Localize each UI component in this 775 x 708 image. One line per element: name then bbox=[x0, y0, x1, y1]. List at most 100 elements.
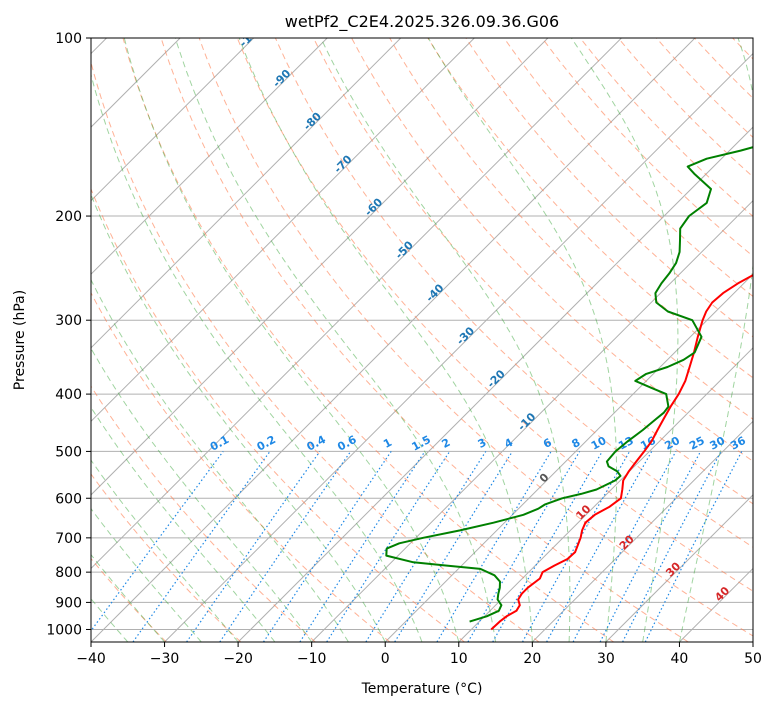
y-tick-label: 600 bbox=[55, 491, 82, 507]
isotherm bbox=[91, 38, 402, 349]
y-tick-label: 400 bbox=[55, 387, 82, 403]
moist-adiabat bbox=[91, 406, 276, 642]
dry-adiabat bbox=[122, 38, 614, 642]
mixing-ratio-line bbox=[622, 451, 722, 642]
dry-adiabat bbox=[389, 38, 753, 420]
x-tick-label: 10 bbox=[450, 651, 468, 667]
moist-adiabat-label: -40 bbox=[423, 281, 446, 304]
dry-adiabat bbox=[617, 38, 753, 178]
x-tick-label: 20 bbox=[523, 651, 541, 667]
dry-adiabat bbox=[351, 38, 753, 462]
dry-adiabat-label: 20 bbox=[617, 532, 637, 552]
isotherm bbox=[91, 38, 475, 423]
y-tick-label: 900 bbox=[55, 595, 82, 611]
dry-adiabat bbox=[198, 38, 753, 637]
mixing-ratio-line bbox=[521, 451, 631, 642]
dry-adiabat bbox=[274, 38, 753, 548]
y-tick-label: 300 bbox=[55, 313, 82, 329]
y-tick-label: 1000 bbox=[46, 622, 82, 638]
dry-adiabat bbox=[160, 38, 689, 642]
dry-adiabat bbox=[732, 38, 753, 60]
mixing-ratio-label: 10 bbox=[589, 434, 609, 453]
x-tick-label: 50 bbox=[744, 651, 762, 667]
isotherm bbox=[458, 347, 753, 642]
moist-adiabat-label: -30 bbox=[454, 324, 477, 347]
dewpoint-trace bbox=[385, 146, 753, 623]
dry-adiabat-label: 40 bbox=[712, 584, 732, 604]
moist-adiabat bbox=[91, 193, 386, 642]
plot-frame bbox=[90, 37, 754, 643]
moist-adiabat bbox=[91, 598, 129, 642]
mixing-ratio-line bbox=[132, 451, 271, 642]
moist-adiabat bbox=[91, 347, 313, 642]
mixing-ratio-label: 30 bbox=[708, 434, 728, 453]
dry-adiabat-label: 30 bbox=[663, 559, 683, 579]
mixing-ratio-label: 3 bbox=[476, 436, 489, 451]
moist-adiabat-label: -20 bbox=[485, 367, 508, 390]
isotherm bbox=[164, 52, 753, 642]
moist-adiabat bbox=[91, 553, 165, 642]
moist-adiabat bbox=[570, 38, 679, 642]
moist-adiabat bbox=[174, 38, 497, 642]
moist-adiabat-label: -50 bbox=[393, 238, 416, 261]
chart-title: wetPf2_C2E4.2025.326.09.36.G06 bbox=[285, 12, 559, 32]
isotherm bbox=[384, 273, 753, 642]
x-tick-label: −40 bbox=[76, 651, 106, 667]
isotherm bbox=[311, 199, 753, 642]
x-tick-label: 30 bbox=[597, 651, 615, 667]
mixing-ratio-line bbox=[436, 451, 552, 642]
dry-adiabat bbox=[579, 38, 753, 218]
x-tick-label: 0 bbox=[381, 651, 390, 667]
dry-adiabat bbox=[313, 38, 753, 505]
dry-adiabat bbox=[694, 38, 753, 99]
moist-adiabat bbox=[123, 38, 460, 642]
isotherm bbox=[91, 38, 255, 202]
mixing-ratio-line bbox=[644, 451, 743, 642]
dry-adiabat bbox=[465, 38, 753, 338]
moist-adiabat bbox=[91, 459, 239, 642]
mixing-ratio-label: 36 bbox=[728, 434, 748, 453]
mixing-ratio-label: 0.2 bbox=[255, 433, 278, 454]
y-axis-label: Pressure (hPa) bbox=[12, 290, 28, 390]
moist-adiabat bbox=[91, 507, 202, 642]
x-tick-label: −20 bbox=[223, 651, 253, 667]
x-tick-label: −10 bbox=[297, 651, 327, 667]
temperature-trace bbox=[490, 273, 753, 631]
isotherm bbox=[91, 38, 622, 570]
isotherm bbox=[679, 567, 753, 642]
moist-adiabat-label: -90 bbox=[270, 67, 293, 90]
mixing-ratio-label: 20 bbox=[662, 434, 682, 453]
dry-adiabat bbox=[541, 38, 753, 257]
dry-adiabat bbox=[236, 38, 753, 592]
moist-adiabat-label: -70 bbox=[331, 152, 354, 175]
mixing-ratio-line bbox=[572, 451, 677, 642]
axis-layer: −40 −30 −20 −10 0 10 20 30 40 50 1000 900 800 700 600 5… bbox=[46, 31, 762, 667]
y-tick-label: 800 bbox=[55, 565, 82, 581]
moist-adiabat bbox=[678, 38, 753, 642]
dry-adiabat bbox=[91, 187, 465, 642]
isotherm bbox=[605, 494, 753, 642]
y-tick-label: 500 bbox=[55, 444, 82, 460]
mixing-ratio-line bbox=[326, 451, 451, 642]
moist-adiabat-label: -60 bbox=[362, 195, 385, 218]
dry-adiabat bbox=[771, 38, 775, 642]
x-axis-label: Temperature (°C) bbox=[361, 681, 483, 697]
x-tick-label: 40 bbox=[671, 651, 689, 667]
dry-adiabat bbox=[91, 291, 391, 642]
y-tick-label: 700 bbox=[55, 531, 82, 547]
mixing-ratio-label: 2 bbox=[440, 436, 453, 451]
dry-adiabat bbox=[656, 38, 753, 139]
mixing-ratio-label: 8 bbox=[570, 436, 583, 451]
mixing-ratio-line bbox=[219, 451, 352, 642]
dry-adiabat bbox=[503, 38, 753, 298]
y-tick-label: 100 bbox=[55, 31, 82, 47]
mixing-ratio-line bbox=[467, 451, 581, 642]
mixing-ratio-line bbox=[365, 451, 487, 642]
mixing-ratio-label: 16 bbox=[638, 434, 658, 453]
isotherm bbox=[91, 38, 696, 642]
mixing-ratio-line bbox=[546, 451, 653, 642]
moist-adiabat bbox=[91, 73, 423, 642]
x-tick-label: −30 bbox=[150, 651, 180, 667]
moist-adiabat-label: -80 bbox=[301, 110, 324, 133]
moist-adiabat bbox=[238, 38, 533, 642]
